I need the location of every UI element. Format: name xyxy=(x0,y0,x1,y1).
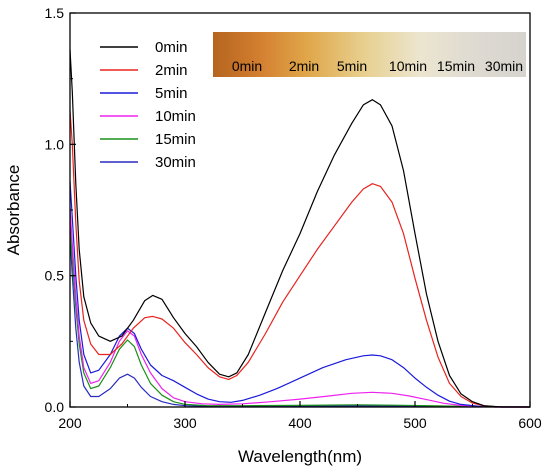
y-tick-label: 0.0 xyxy=(45,399,65,415)
series-layer xyxy=(69,49,531,408)
x-tick-label: 500 xyxy=(403,415,427,431)
series-line-0min xyxy=(69,49,530,408)
series-line-5min xyxy=(69,181,530,408)
inset-photo-strip xyxy=(213,32,526,77)
legend-label: 15min xyxy=(155,131,196,148)
series-line-15min xyxy=(69,223,531,408)
x-tick-label: 400 xyxy=(288,415,312,431)
series-line-10min xyxy=(69,207,530,408)
legend-item-2min: 2min xyxy=(100,62,188,79)
y-tick-label: 1.0 xyxy=(45,136,65,152)
inset-photo-label: 15min xyxy=(437,58,475,74)
x-axis: 200 300 400 500 600 xyxy=(58,401,542,431)
series-line-2min xyxy=(69,110,530,408)
y-axis-title: Absorbance xyxy=(4,165,23,256)
legend-item-5min: 5min xyxy=(100,85,188,102)
legend-label: 2min xyxy=(155,62,188,79)
y-tick-label: 0.5 xyxy=(45,268,65,284)
inset-photo-label: 0min xyxy=(232,58,262,74)
x-tick-label: 200 xyxy=(58,415,82,431)
legend-label: 10min xyxy=(155,108,196,125)
y-tick-label: 1.5 xyxy=(45,5,65,21)
legend-label: 5min xyxy=(155,85,188,102)
legend-item-15min: 15min xyxy=(100,131,196,148)
x-tick-label: 600 xyxy=(518,415,542,431)
inset-photo-label: 5min xyxy=(337,58,367,74)
inset-photo-label: 30min xyxy=(485,58,523,74)
legend-item-30min: 30min xyxy=(100,154,196,171)
legend-item-10min: 10min xyxy=(100,108,196,125)
legend-label: 0min xyxy=(155,39,188,56)
legend: 0min 2min 5min 10min 15min 30min xyxy=(100,39,196,171)
x-tick-label: 300 xyxy=(173,415,197,431)
legend-label: 30min xyxy=(155,154,196,171)
x-axis-title: Wavelength(nm) xyxy=(238,447,362,466)
inset-photo-label: 2min xyxy=(289,58,319,74)
inset-photo: 0min 2min 5min 10min 15min 30min xyxy=(213,32,526,77)
series-line-30min xyxy=(69,233,531,408)
legend-item-0min: 0min xyxy=(100,39,188,56)
y-axis: 0.0 0.5 1.0 1.5 xyxy=(45,5,76,415)
inset-photo-label: 10min xyxy=(389,58,427,74)
